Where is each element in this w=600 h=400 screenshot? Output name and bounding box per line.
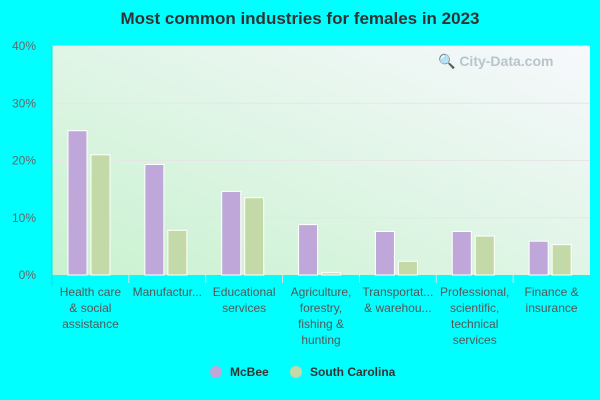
bar-south-carolina bbox=[397, 260, 418, 276]
y-tick-label: 20% bbox=[12, 154, 36, 168]
x-category-label: & social bbox=[69, 301, 111, 315]
x-category-label: technical bbox=[451, 317, 498, 331]
bar-mcbee bbox=[67, 130, 88, 276]
bar-south-carolina bbox=[551, 244, 572, 276]
bar-south-carolina bbox=[90, 154, 111, 276]
watermark-logo: 🔍 City-Data.com bbox=[438, 53, 554, 69]
x-category-label: scientific, bbox=[450, 301, 499, 315]
x-category-label: fishing & bbox=[298, 317, 344, 331]
bar-south-carolina bbox=[321, 272, 342, 276]
x-category-label: Finance & bbox=[525, 285, 579, 299]
x-category-label: Professional, bbox=[440, 285, 509, 299]
x-category-label: forestry, bbox=[300, 301, 342, 315]
x-category-label: & warehou... bbox=[364, 301, 431, 315]
bar-mcbee bbox=[221, 190, 242, 276]
y-tick-label: 30% bbox=[12, 96, 36, 110]
x-category-label: insurance bbox=[526, 301, 578, 315]
x-category-label: assistance bbox=[62, 317, 119, 331]
legend-swatch bbox=[290, 366, 302, 378]
bar-mcbee bbox=[451, 230, 472, 276]
y-tick-label: 10% bbox=[12, 211, 36, 225]
y-tick-label: 0% bbox=[19, 268, 37, 282]
x-category-label: hunting bbox=[301, 333, 340, 347]
legend-item-mcbee: McBee bbox=[210, 365, 269, 379]
bar-south-carolina bbox=[474, 235, 495, 276]
x-category-label: Manufactur... bbox=[133, 285, 202, 299]
legend-label: South Carolina bbox=[310, 365, 396, 379]
x-category-label: Transportat... bbox=[362, 285, 433, 299]
x-category-label: Health care bbox=[60, 285, 122, 299]
x-category-label: Agriculture, bbox=[291, 285, 352, 299]
legend-label: McBee bbox=[230, 365, 269, 379]
y-tick-label: 40% bbox=[12, 39, 36, 53]
bar-mcbee bbox=[298, 224, 319, 276]
legend-swatch bbox=[210, 366, 222, 378]
chart-title: Most common industries for females in 20… bbox=[120, 9, 480, 28]
x-category-label: services bbox=[222, 301, 266, 315]
bar-south-carolina bbox=[244, 197, 265, 276]
bar-mcbee bbox=[528, 240, 549, 276]
bar-south-carolina bbox=[167, 229, 188, 276]
bar-mcbee bbox=[144, 164, 165, 276]
legend-item-south-carolina: South Carolina bbox=[290, 365, 395, 379]
bar-mcbee bbox=[374, 230, 395, 276]
x-category-label: Educational bbox=[213, 285, 276, 299]
x-category-label: services bbox=[453, 333, 497, 347]
